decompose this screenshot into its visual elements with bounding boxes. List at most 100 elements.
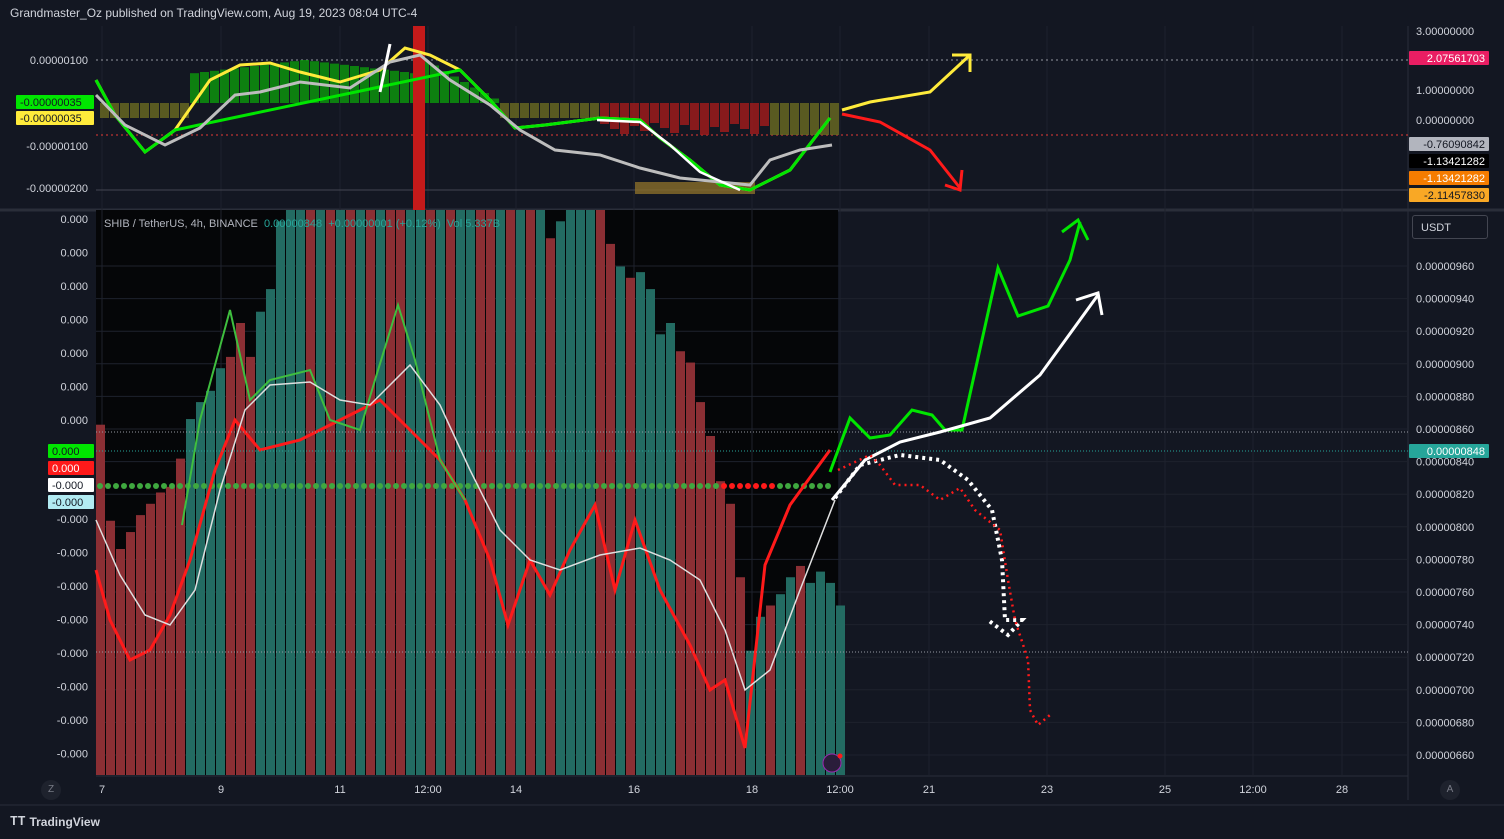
zero-dot [169, 483, 175, 489]
osc-histogram-bar [240, 67, 249, 103]
momentum-left-tick: -0.000 [57, 749, 88, 761]
osc-histogram-bar [330, 63, 339, 103]
zero-dot [593, 483, 599, 489]
osc-histogram-bar [100, 103, 109, 118]
scale-right-button[interactable]: A [1440, 780, 1460, 800]
osc-histogram-bar [810, 103, 819, 135]
osc-histogram-bar [270, 63, 279, 103]
osc-histogram-bar [370, 68, 379, 103]
zero-dot [673, 483, 679, 489]
osc-histogram-bar [650, 103, 659, 123]
osc-histogram-bar [540, 103, 549, 118]
histogram-bar [326, 210, 335, 775]
osc-left-tick: -0.00000100 [26, 141, 88, 153]
histogram-bar [176, 458, 185, 775]
zero-dot [129, 483, 135, 489]
histogram-bar [226, 356, 235, 775]
osc-tag-amber: -2.11457830 [1409, 188, 1489, 202]
zero-dot [201, 483, 207, 489]
osc-histogram-bar [250, 66, 259, 103]
currency-button[interactable]: USDT [1412, 215, 1488, 239]
histogram-bar [626, 277, 635, 775]
momentum-tag-green-text: 0.000 [52, 446, 80, 458]
symbol-change: +0.00000001 (+0.12%) [328, 218, 441, 230]
time-tick-label: 21 [923, 784, 935, 796]
histogram-bar [126, 532, 135, 775]
footer: 𝐓𝐓 TradingView [10, 814, 100, 829]
symbol-legend[interactable]: SHIB / TetherUS, 4h, BINANCE 0.00000848 … [104, 218, 500, 230]
histogram-bar [266, 289, 275, 775]
histogram-bar [366, 210, 375, 775]
time-tick-label: 11 [334, 784, 345, 796]
osc-tag-amber-bg [1409, 188, 1489, 202]
price-tick-label: 0.00000800 [1416, 522, 1474, 534]
histogram-bar [306, 210, 315, 775]
zero-dot [665, 483, 671, 489]
zero-dot [577, 483, 583, 489]
histogram-bar [466, 210, 475, 775]
zero-dot [441, 483, 447, 489]
momentum-tag-red: 0.000 [48, 461, 94, 475]
histogram-bar [246, 356, 255, 775]
histogram-bar [726, 503, 735, 775]
zero-dot [553, 483, 559, 489]
zero-dot [105, 483, 111, 489]
price-tick-label: 0.00000720 [1416, 652, 1474, 664]
zero-dot [697, 483, 703, 489]
zero-dot [265, 483, 271, 489]
forecast-white-arrowhead [1075, 291, 1104, 316]
osc-histogram-bar [340, 64, 349, 103]
zero-dot [785, 483, 791, 489]
histogram-bar [396, 210, 405, 775]
momentum-tag-cyan-text: -0.000 [52, 497, 83, 509]
osc-histogram-bar [280, 62, 289, 103]
histogram-bar [276, 221, 285, 776]
osc-histogram-bar [360, 67, 369, 103]
osc-histogram-bar [800, 103, 809, 135]
price-tick-label: 0.00000940 [1416, 294, 1474, 306]
osc-histogram-bar [710, 103, 719, 127]
forecast-white-line [830, 294, 1100, 501]
osc-histogram-bar [120, 103, 129, 118]
osc-left-tick: 0.00000100 [30, 55, 88, 67]
zero-dot [425, 483, 431, 489]
zero-dot [153, 483, 159, 489]
price-tick-label: 0.00000900 [1416, 359, 1474, 371]
osc-signal-line [94, 53, 833, 187]
osc-histogram-bar [510, 103, 519, 118]
osc-histogram-bar [760, 103, 769, 126]
time-tick-label: 18 [746, 784, 758, 796]
osc-histogram-bar [750, 103, 759, 134]
price-tick-label: 0.00000840 [1416, 457, 1474, 469]
signal-white-curve [95, 363, 836, 692]
histogram-bar [746, 650, 755, 775]
osc-tag-grey-text: -0.76090842 [1423, 139, 1485, 151]
momentum-left-tick: -0.000 [57, 648, 88, 660]
osc-tag-orange-text: -1.13421282 [1423, 173, 1485, 185]
histogram-bar [816, 571, 825, 775]
histogram-bar [716, 481, 725, 775]
osc-histogram-bar [400, 72, 409, 103]
momentum-tag-green: 0.000 [48, 444, 94, 458]
zero-dot [233, 483, 239, 489]
scale-left-button[interactable]: Z [41, 780, 61, 800]
osc-tag-grey-bg [1409, 137, 1489, 151]
zero-dot [545, 483, 551, 489]
histogram-bar [386, 210, 395, 775]
footer-logo-text: TradingView [29, 814, 100, 829]
histogram-bar [686, 362, 695, 775]
histogram-bar [496, 210, 505, 775]
zero-dot [537, 483, 543, 489]
osc-red-arrowhead [944, 169, 964, 193]
forecast-white-dotted [833, 452, 1027, 638]
zero-dot [777, 483, 783, 489]
osc-histogram-bar [520, 103, 529, 118]
histogram-bar [556, 221, 565, 776]
histogram-bar [656, 334, 665, 775]
price-tick-label: 0.00000780 [1416, 554, 1474, 566]
osc-histogram-bar [430, 65, 439, 103]
histogram-bar [256, 311, 265, 775]
zero-dot [481, 483, 487, 489]
zero-dot [337, 483, 343, 489]
momentum-left-tick: -0.000 [57, 548, 88, 560]
